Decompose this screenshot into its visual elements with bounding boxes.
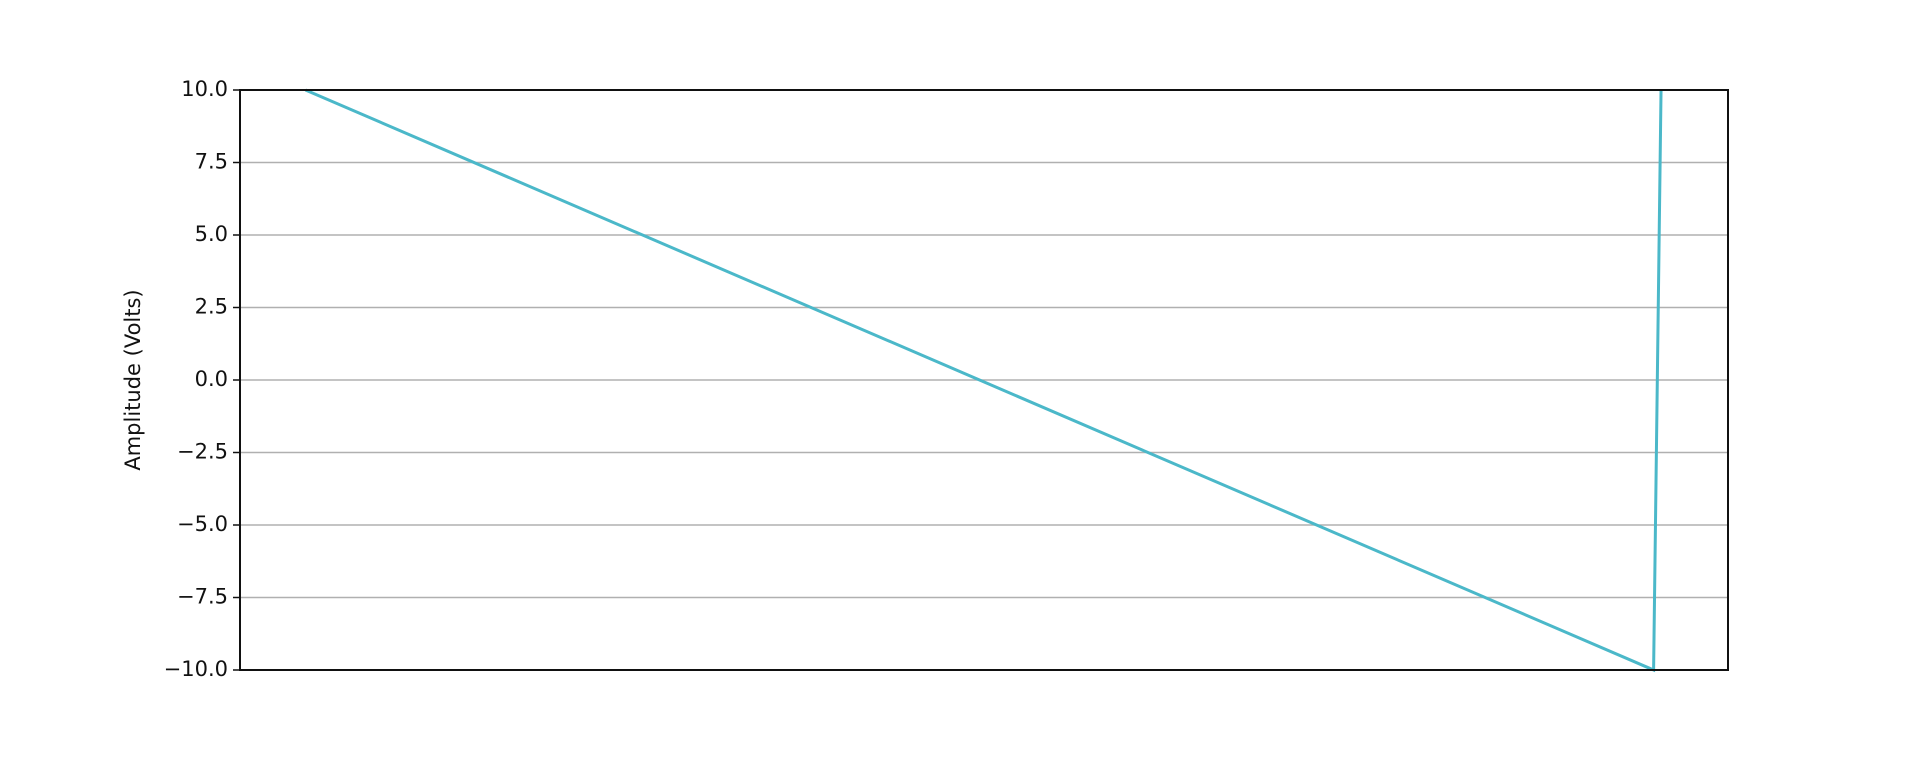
- y-tick-label: 7.5: [195, 150, 228, 174]
- y-tick-label: 5.0: [195, 222, 228, 246]
- y-tick-label: −7.5: [177, 585, 228, 609]
- y-tick-label: 0.0: [195, 367, 228, 391]
- y-axis-label: Amplitude (Volts): [121, 289, 145, 470]
- plot-frame: [239, 89, 1729, 671]
- y-tick-label: −5.0: [177, 512, 228, 536]
- y-tick-label: 10.0: [181, 77, 228, 101]
- y-tick-label: −2.5: [177, 440, 228, 464]
- y-tick-label: 2.5: [195, 295, 228, 319]
- y-tick-label: −10.0: [164, 657, 228, 681]
